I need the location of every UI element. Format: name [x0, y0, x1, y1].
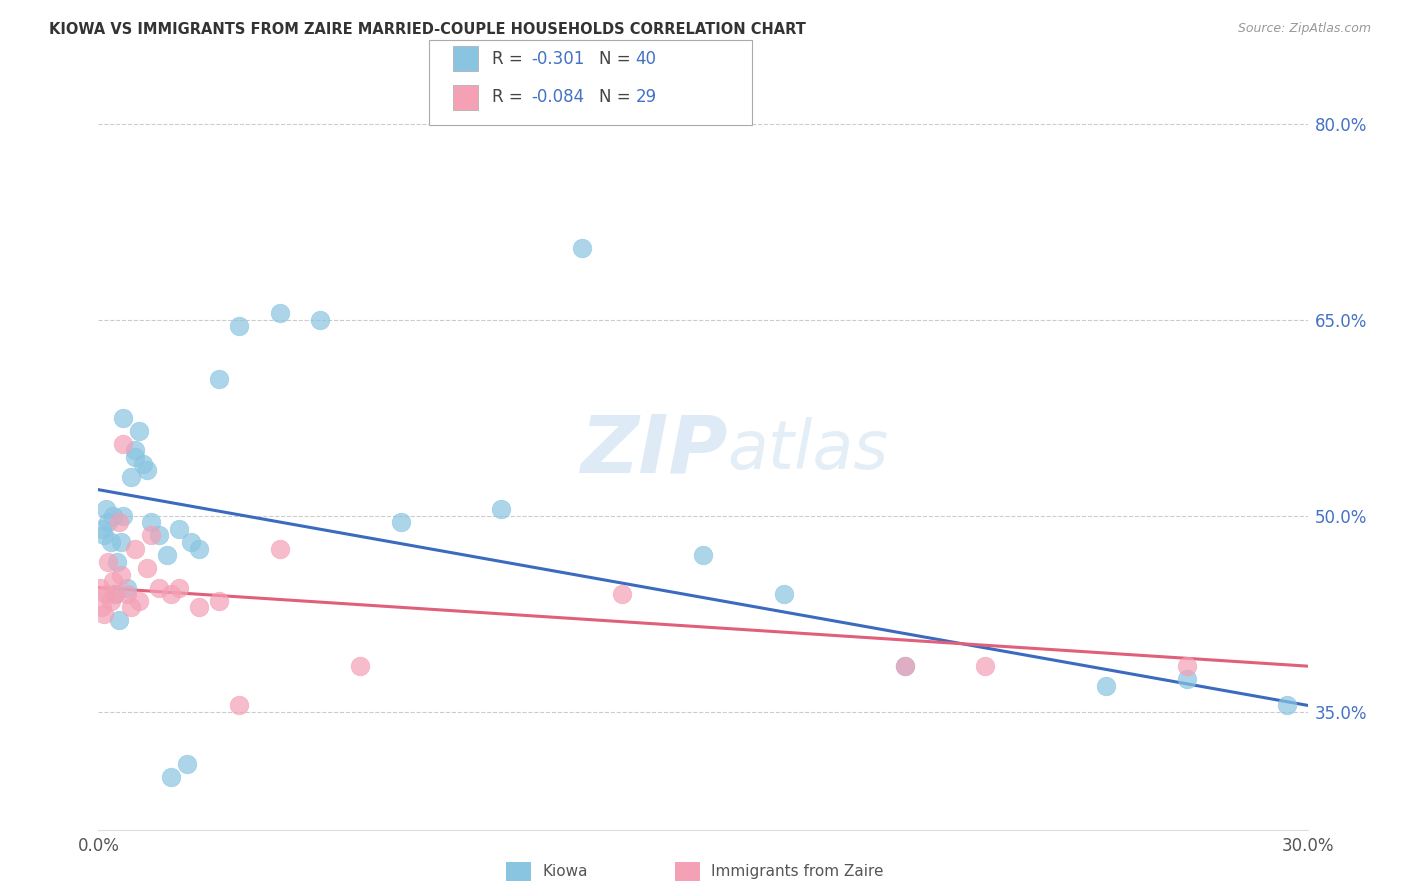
Text: Immigrants from Zaire: Immigrants from Zaire	[711, 864, 884, 879]
Point	[115, 581, 138, 595]
Point	[105, 555, 128, 569]
Point	[148, 581, 170, 595]
Point	[89, 581, 111, 595]
Point	[139, 528, 162, 542]
Text: -0.084: -0.084	[531, 88, 585, 106]
Point	[160, 770, 183, 784]
Point	[97, 555, 120, 569]
Point	[128, 424, 150, 438]
Point	[692, 548, 714, 562]
Point	[389, 516, 412, 530]
Point	[208, 594, 231, 608]
Point	[167, 522, 190, 536]
Text: N =: N =	[599, 88, 636, 106]
Point	[1175, 659, 1198, 673]
Point	[120, 600, 142, 615]
Point	[120, 469, 142, 483]
Point	[571, 241, 593, 255]
Point	[772, 587, 794, 601]
Point	[115, 587, 138, 601]
Text: ZIP: ZIP	[579, 411, 727, 490]
Text: R =: R =	[492, 50, 529, 68]
Point	[491, 502, 513, 516]
Point	[1095, 679, 1118, 693]
Point	[124, 450, 146, 464]
Point	[893, 659, 915, 673]
Point	[91, 522, 114, 536]
Point	[107, 516, 129, 530]
Point	[228, 698, 250, 713]
Point	[269, 306, 291, 320]
Point	[180, 535, 202, 549]
Point	[96, 502, 118, 516]
Point	[101, 508, 124, 523]
Point	[124, 541, 146, 556]
Point	[100, 594, 122, 608]
Text: atlas: atlas	[727, 417, 889, 483]
Text: R =: R =	[492, 88, 529, 106]
Point	[132, 457, 155, 471]
Point	[93, 528, 115, 542]
Point	[349, 659, 371, 673]
Text: 29: 29	[636, 88, 657, 106]
Point	[612, 587, 634, 601]
Text: Kiowa: Kiowa	[543, 864, 588, 879]
Point	[96, 587, 118, 601]
Point	[1175, 672, 1198, 686]
Point	[228, 319, 250, 334]
Point	[135, 561, 157, 575]
Point	[111, 508, 134, 523]
Point	[269, 541, 291, 556]
Point	[176, 757, 198, 772]
Text: N =: N =	[599, 50, 636, 68]
Point	[156, 548, 179, 562]
Point	[93, 607, 115, 621]
Point	[1277, 698, 1299, 713]
Point	[148, 528, 170, 542]
Point	[135, 463, 157, 477]
Point	[309, 312, 332, 326]
Point	[103, 587, 125, 601]
Point	[100, 535, 122, 549]
Point	[188, 600, 211, 615]
Point	[91, 600, 114, 615]
Point	[124, 443, 146, 458]
Point	[101, 574, 124, 589]
Point	[160, 587, 183, 601]
Text: -0.301: -0.301	[531, 50, 585, 68]
Point	[111, 437, 134, 451]
Point	[188, 541, 211, 556]
Text: Source: ZipAtlas.com: Source: ZipAtlas.com	[1237, 22, 1371, 36]
Point	[110, 567, 132, 582]
Point	[97, 516, 120, 530]
Text: KIOWA VS IMMIGRANTS FROM ZAIRE MARRIED-COUPLE HOUSEHOLDS CORRELATION CHART: KIOWA VS IMMIGRANTS FROM ZAIRE MARRIED-C…	[49, 22, 806, 37]
Point	[110, 535, 132, 549]
Point	[974, 659, 997, 673]
Point	[103, 587, 125, 601]
Point	[128, 594, 150, 608]
Point	[139, 516, 162, 530]
Point	[167, 581, 190, 595]
Point	[111, 410, 134, 425]
Point	[893, 659, 915, 673]
Point	[107, 614, 129, 628]
Text: 40: 40	[636, 50, 657, 68]
Point	[208, 371, 231, 385]
